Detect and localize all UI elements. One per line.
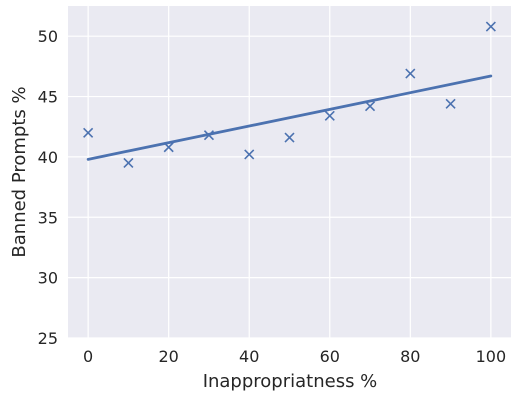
y-tick-label: 30: [38, 269, 58, 288]
trend-line: [86, 74, 493, 161]
x-tick-label: 60: [320, 347, 340, 366]
x-tick-label: 100: [476, 347, 507, 366]
x-axis-label: Inappropriatness %: [203, 371, 378, 392]
y-tick-label: 25: [38, 329, 58, 348]
x-tick-labels: 0 20 40 60 80 100: [83, 347, 506, 366]
data-points: [83, 21, 496, 169]
x-tick-label: 0: [83, 347, 93, 366]
y-tick-label: 50: [38, 27, 58, 46]
y-tick-labels: 25 30 35 40 45 50: [38, 27, 58, 348]
plot-area: [68, 6, 511, 338]
data-point: [123, 157, 134, 169]
data-point: [364, 101, 376, 112]
data-point: [163, 142, 174, 153]
y-tick-label: 35: [38, 208, 58, 227]
x-tick-label: 40: [239, 347, 259, 366]
data-point: [405, 68, 416, 79]
data-point: [445, 98, 456, 109]
data-point: [284, 132, 295, 143]
x-tick-label: 80: [400, 347, 420, 366]
data-point: [83, 127, 94, 138]
x-tick-label: 20: [159, 347, 179, 366]
grid: [68, 6, 511, 339]
y-axis-label: Banned Prompts %: [9, 86, 30, 257]
data-point: [203, 130, 215, 141]
data-point: [244, 149, 255, 160]
trend-line-group: [86, 74, 493, 161]
data-point: [485, 21, 496, 32]
y-tick-label: 40: [38, 148, 58, 167]
y-tick-label: 45: [38, 88, 58, 107]
data-point: [324, 110, 335, 121]
